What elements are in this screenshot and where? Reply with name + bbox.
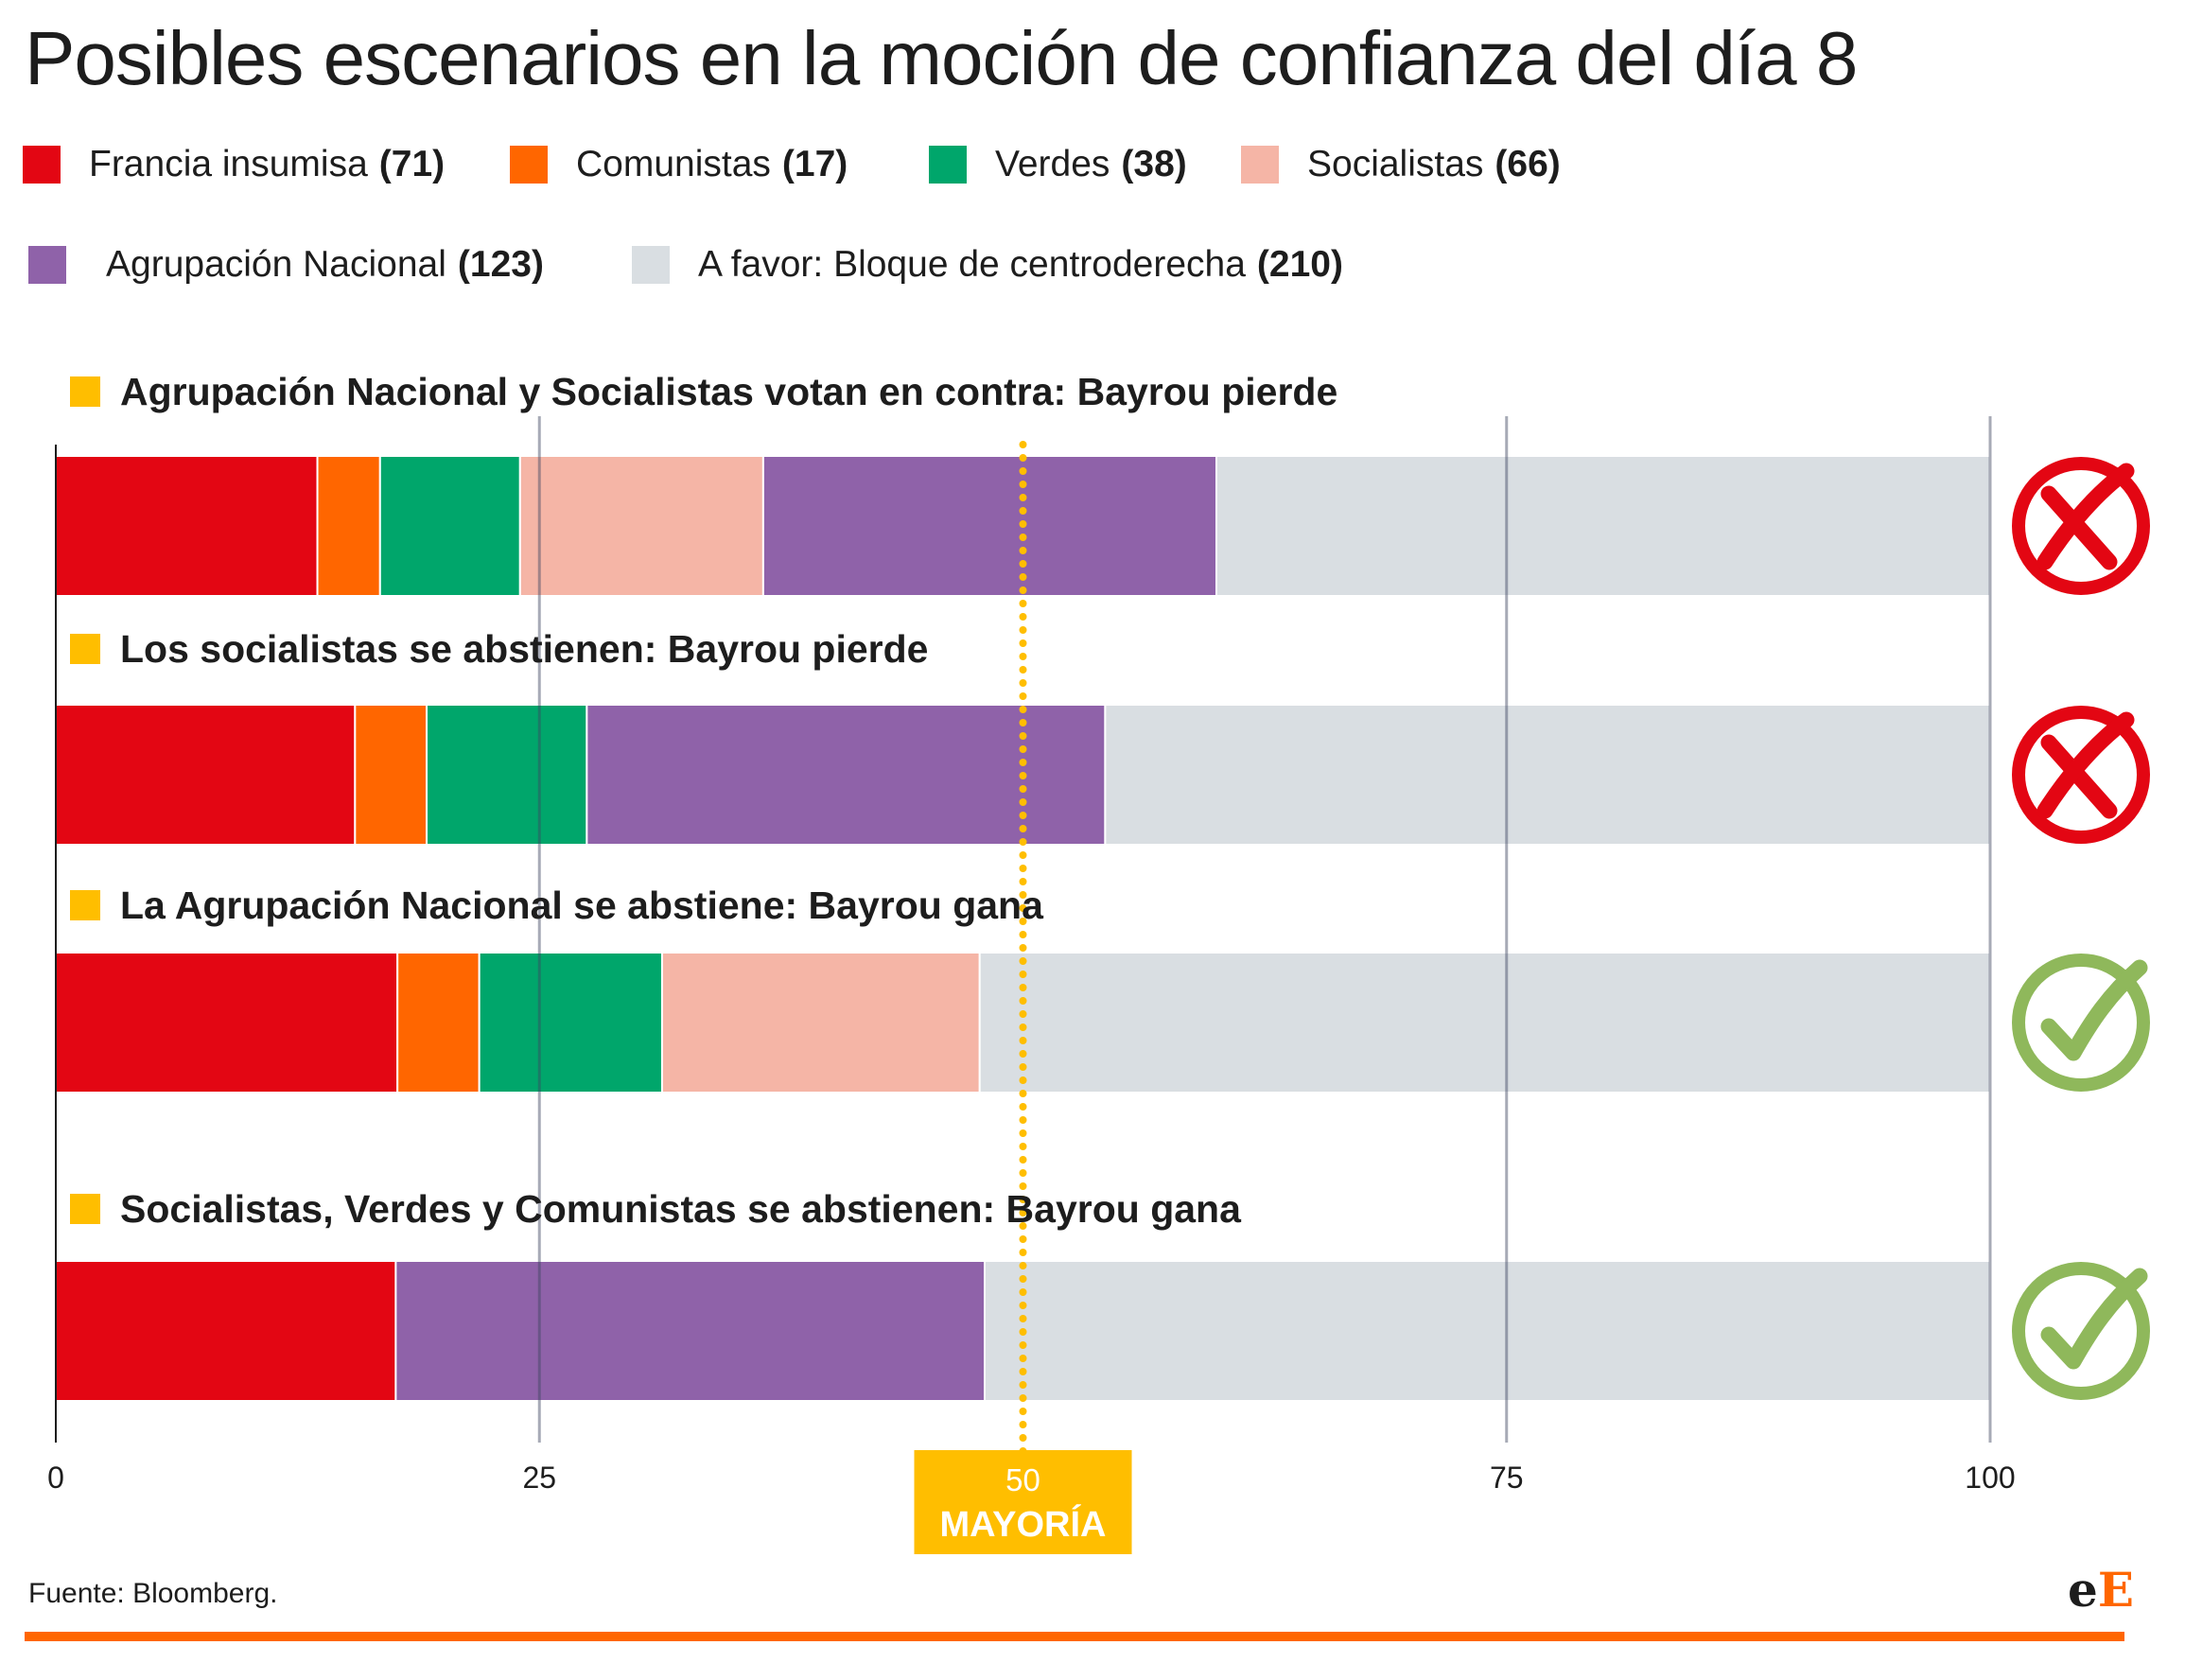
bar-segment [1104, 704, 1991, 846]
scenario-title: La Agrupación Nacional se abstiene: Bayr… [120, 884, 1044, 927]
scenario-title: Socialistas, Verdes y Comunistas se abst… [120, 1187, 1242, 1231]
legend-count: (210) [1256, 244, 1343, 285]
legend-label: Agrupación Nacional [106, 244, 446, 285]
bar-segment [354, 704, 428, 846]
legend-label: Comunistas [576, 144, 771, 184]
check-icon [2040, 1268, 2148, 1370]
bar-segment [396, 952, 481, 1094]
brand-logo: eE [2068, 1562, 2134, 1618]
chart-title: Posibles escenarios en la moción de conf… [25, 16, 1858, 100]
bar-segment [55, 455, 319, 597]
cross-icon-ring [2012, 706, 2150, 844]
legend-item-agrupacion-nacional: Agrupación Nacional (123) [28, 244, 544, 286]
legend-item-bloque-centroderecha: A favor: Bloque de centroderecha (210) [632, 244, 1343, 286]
legend-label: Socialistas [1307, 144, 1484, 184]
legend-count: (17) [781, 144, 848, 184]
check-icon-ring [2012, 954, 2150, 1092]
bar-segment [55, 1260, 397, 1402]
bar-segment [586, 704, 1107, 846]
tick-label: 25 [522, 1461, 556, 1495]
legend-count: (66) [1495, 144, 1561, 184]
bar-segment [55, 952, 399, 1094]
legend-item-comunistas: Comunistas (17) [510, 144, 848, 185]
legend-label: Francia insumisa [89, 144, 368, 184]
stacked-bar-chart: 0 25 75 100 50 MAYORÍA Agrupación Nacional y S… [47, 370, 2150, 1554]
footer-rule [25, 1632, 2124, 1641]
bar-segment [378, 455, 521, 597]
scenario-title: Los socialistas se abstienen: Bayrou pie… [120, 627, 928, 671]
bar-segment [1215, 455, 1991, 597]
check-icon [2040, 959, 2148, 1061]
tick-label: 75 [1490, 1461, 1524, 1495]
bar-segment [518, 455, 764, 597]
legend-label: A favor: Bloque de centroderecha [698, 244, 1246, 285]
scenario-marker [70, 634, 100, 664]
legend-swatch [510, 146, 548, 184]
bar-segment [478, 952, 663, 1094]
legend-swatch [23, 146, 61, 184]
legend-swatch [1241, 146, 1279, 184]
legend-swatch [632, 246, 670, 284]
legend-item-francia-insumisa: Francia insumisa (71) [23, 144, 445, 185]
bar-segment [761, 455, 1218, 597]
check-icon-ring [2012, 1262, 2150, 1400]
majority-value: 50 [1005, 1462, 1040, 1497]
scenario-marker [70, 890, 100, 920]
scenario-marker [70, 376, 100, 407]
legend-item-socialistas: Socialistas (66) [1241, 144, 1561, 185]
cross-icon [2036, 711, 2135, 819]
legend-count: (71) [378, 144, 446, 184]
bar-segment [660, 952, 981, 1094]
source-note: Fuente: Bloomberg. [28, 1578, 278, 1609]
bar-segment [394, 1260, 987, 1402]
bar-segment [316, 455, 381, 597]
legend-swatch [28, 246, 66, 284]
scenario-marker [70, 1194, 100, 1224]
majority-label: MAYORÍA [940, 1503, 1107, 1545]
legend-item-verdes: Verdes (38) [929, 144, 1187, 185]
cross-icon [2036, 463, 2135, 570]
bar-segment [55, 704, 357, 846]
cross-icon-ring [2012, 457, 2150, 595]
legend-count: (123) [457, 244, 544, 285]
tick-label: 0 [47, 1461, 64, 1495]
majority-box [914, 1450, 1132, 1554]
bar-segment [978, 952, 1991, 1094]
bar-segment [426, 704, 588, 846]
scenario-title: Agrupación Nacional y Socialistas votan … [120, 370, 1337, 413]
tick-label: 100 [1965, 1461, 2015, 1495]
bar-segment [984, 1260, 1991, 1402]
legend-swatch [929, 146, 967, 184]
legend-label: Verdes [995, 144, 1110, 184]
legend-count: (38) [1121, 144, 1187, 184]
